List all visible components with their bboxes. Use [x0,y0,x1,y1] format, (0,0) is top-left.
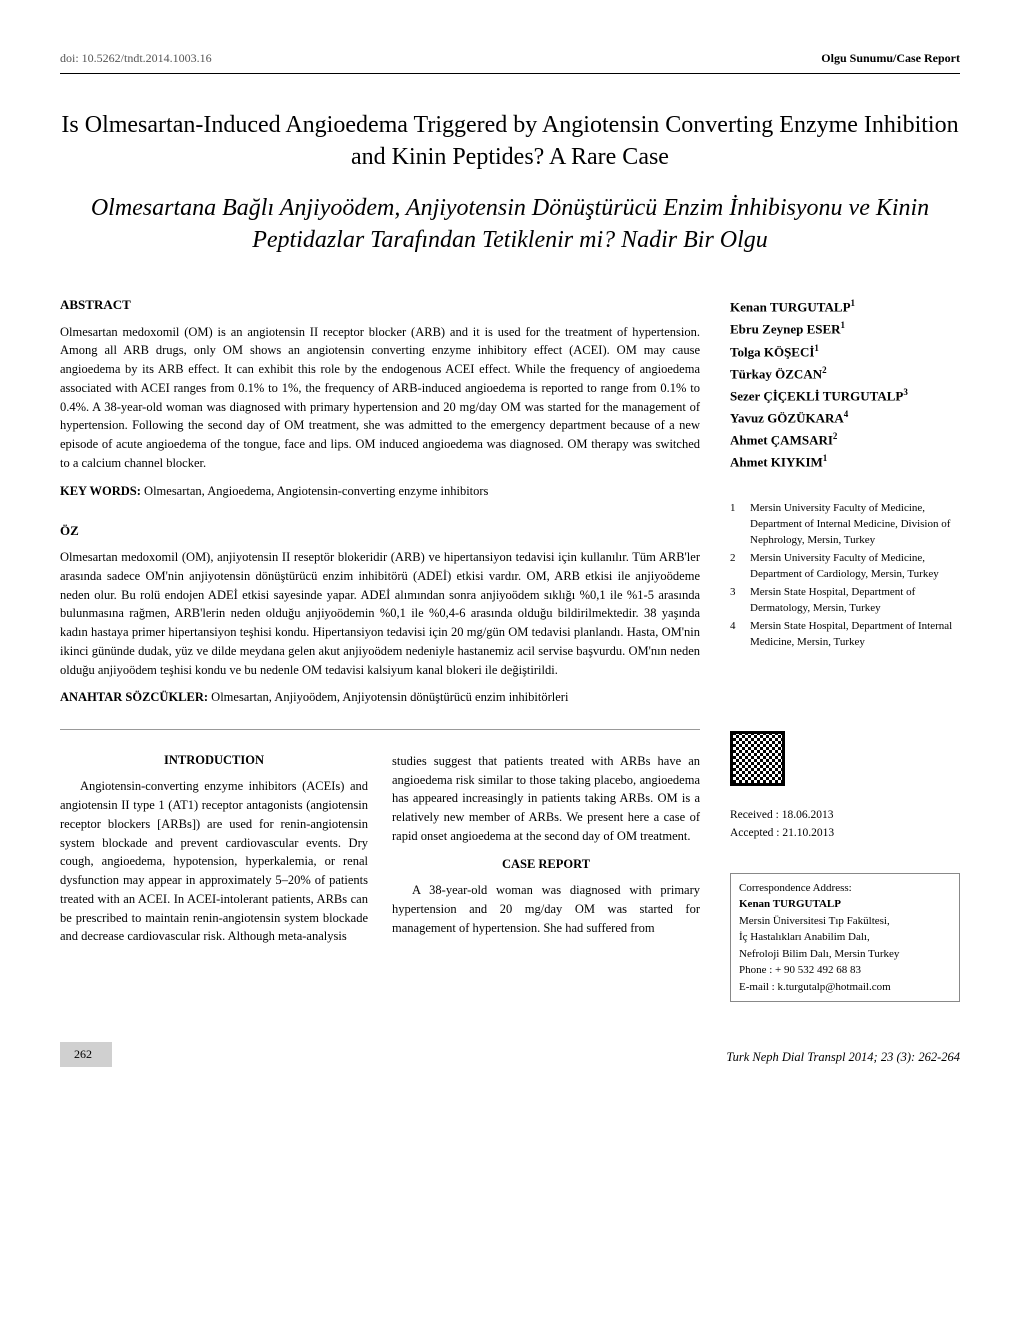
correspondence-addr2: İç Hastalıkları Anabilim Dalı, [739,929,951,946]
introduction-heading: INTRODUCTION [60,752,368,770]
keywords-label-en: KEY WORDS: [60,484,141,498]
keywords-en: KEY WORDS: Olmesartan, Angioedema, Angio… [60,483,700,501]
qr-code-icon [730,731,785,786]
affiliation-item: 3Mersin State Hospital, Department of De… [730,585,960,617]
left-column: ABSTRACT Olmesartan medoxomil (OM) is an… [60,296,700,1002]
oz-body: Olmesartan medoxomil (OM), anjiyotensin … [60,548,700,679]
header-row: doi: 10.5262/tndt.2014.1003.16 Olgu Sunu… [60,50,960,74]
received-date: Received : 18.06.2013 [730,806,960,824]
correspondence-addr1: Mersin Üniversitesi Tıp Fakültesi, [739,913,951,930]
correspondence-phone: Phone : + 90 532 492 68 83 [739,962,951,979]
oz-heading: ÖZ [60,522,700,540]
page-number: 262 [60,1042,112,1067]
right-column: Kenan TURGUTALP1 Ebru Zeynep ESER1 Tolga… [730,296,960,1002]
body-two-column: INTRODUCTION Angiotensin-converting enzy… [60,752,700,946]
author-item: Türkay ÖZCAN2 [730,363,960,385]
correspondence-email: E-mail : k.turgutalp@hotmail.com [739,979,951,996]
journal-citation: Turk Neph Dial Transpl 2014; 23 (3): 262… [726,1049,960,1067]
title-english: Is Olmesartan-Induced Angioedema Trigger… [60,109,960,174]
affiliation-item: 1Mersin University Faculty of Medicine, … [730,501,960,549]
title-turkish: Olmesartana Bağlı Anjiyoödem, Anjiyotens… [60,192,960,257]
author-item: Kenan TURGUTALP1 [730,296,960,318]
doi-text: doi: 10.5262/tndt.2014.1003.16 [60,50,212,67]
author-item: Ahmet KIYKIM1 [730,451,960,473]
affiliations-list: 1Mersin University Faculty of Medicine, … [730,501,960,650]
correspondence-addr3: Nefroloji Bilim Dalı, Mersin Turkey [739,946,951,963]
page-footer: 262 Turk Neph Dial Transpl 2014; 23 (3):… [60,1042,960,1067]
correspondence-name: Kenan TURGUTALP [739,896,951,913]
author-item: Ebru Zeynep ESER1 [730,318,960,340]
main-content-grid: ABSTRACT Olmesartan medoxomil (OM) is an… [60,296,960,1002]
abstract-body: Olmesartan medoxomil (OM) is an angioten… [60,323,700,473]
authors-list: Kenan TURGUTALP1 Ebru Zeynep ESER1 Tolga… [730,296,960,473]
author-item: Sezer ÇİÇEKLİ TURGUTALP3 [730,385,960,407]
introduction-text-cont: studies suggest that patients treated wi… [392,752,700,846]
affiliation-item: 2Mersin University Faculty of Medicine, … [730,551,960,583]
introduction-text: Angiotensin-converting enzyme inhibitors… [60,777,368,946]
report-type: Olgu Sunumu/Case Report [821,50,960,67]
keywords-tr: ANAHTAR SÖZCÜKLER: Olmesartan, Anjiyoöde… [60,689,700,707]
abstract-heading: ABSTRACT [60,296,700,314]
submission-dates: Received : 18.06.2013 Accepted : 21.10.2… [730,806,960,843]
keywords-label-tr: ANAHTAR SÖZCÜKLER: [60,690,208,704]
affiliation-item: 4Mersin State Hospital, Department of In… [730,619,960,651]
correspondence-box: Correspondence Address: Kenan TURGUTALP … [730,873,960,1003]
keywords-text-en: Olmesartan, Angioedema, Angiotensin-conv… [141,484,489,498]
case-report-text: A 38-year-old woman was diagnosed with p… [392,881,700,937]
keywords-text-tr: Olmesartan, Anjiyoödem, Anjiyotensin dön… [208,690,568,704]
body-col-right: studies suggest that patients treated wi… [392,752,700,946]
divider [60,729,700,730]
author-item: Yavuz GÖZÜKARA4 [730,407,960,429]
case-report-heading: CASE REPORT [392,856,700,874]
author-item: Tolga KÖŞECİ1 [730,341,960,363]
body-col-left: INTRODUCTION Angiotensin-converting enzy… [60,752,368,946]
correspondence-label: Correspondence Address: [739,880,951,897]
accepted-date: Accepted : 21.10.2013 [730,824,960,842]
author-item: Ahmet ÇAMSARI2 [730,429,960,451]
